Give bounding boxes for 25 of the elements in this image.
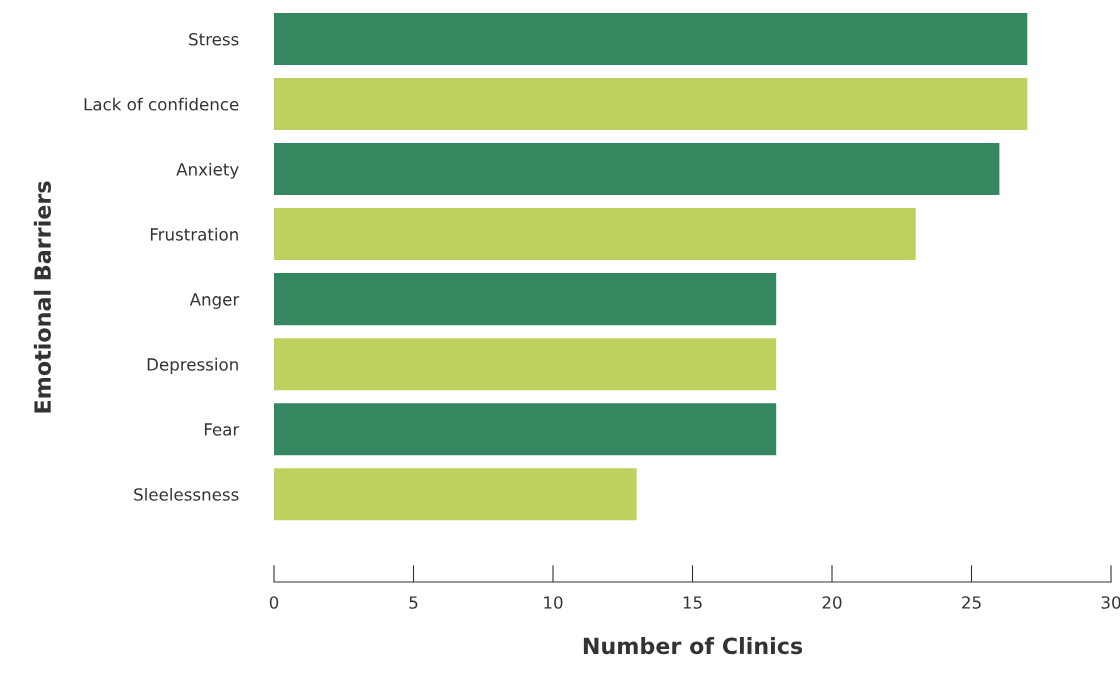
x-tick-label: 5 [409, 596, 418, 609]
bar [274, 13, 1028, 66]
bar [274, 273, 777, 326]
y-tick-label: Fear [204, 423, 240, 436]
bar [274, 143, 1000, 196]
x-axis-title: Number of Clinics [583, 637, 803, 655]
y-tick-label: Anger [189, 293, 240, 309]
bar [274, 468, 637, 521]
x-tick-label: 0 [269, 596, 279, 609]
y-tick-label: Lack of confidence [84, 97, 239, 111]
bar [274, 338, 777, 391]
y-tick-label: Depression [147, 357, 238, 374]
bar [274, 78, 1028, 131]
x-tick-label: 25 [962, 596, 981, 609]
x-tick-label: 10 [544, 596, 563, 609]
x-tick-label: 15 [683, 596, 702, 609]
x-tick-label: 20 [822, 596, 842, 609]
y-tick-label: Sleelessness [134, 487, 239, 501]
y-tick-label: Stress [189, 32, 239, 46]
bar [274, 208, 916, 261]
x-tick-label: 30 [1101, 596, 1120, 609]
y-tick-label: Anxiety [176, 162, 239, 179]
y-tick-label: Frustration [150, 227, 238, 241]
y-axis-title: Emotional Barriers [33, 181, 51, 413]
bar [274, 403, 777, 456]
